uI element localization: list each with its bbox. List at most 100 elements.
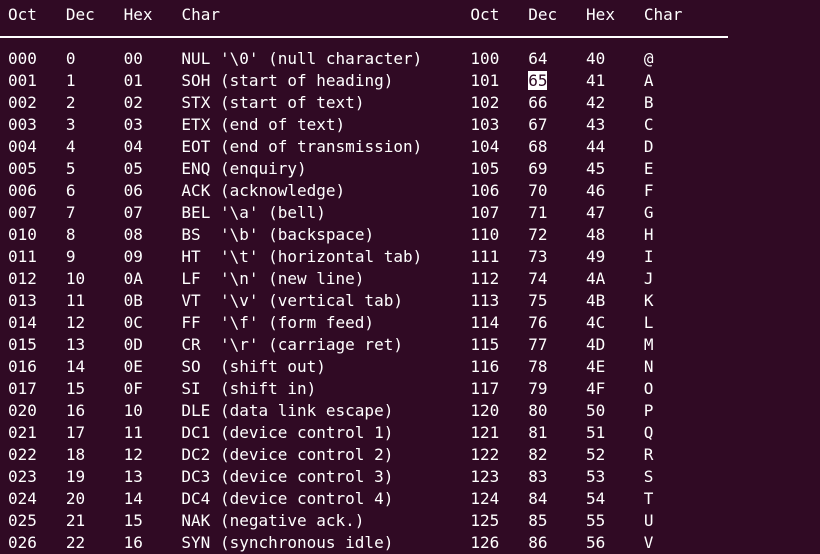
- table-cell: 4: [65, 137, 76, 156]
- table-cell: 44: [586, 137, 606, 156]
- table-cell: 73: [528, 247, 548, 266]
- table-cell: G: [643, 203, 654, 222]
- ascii-table-row: 016 14 0E SO (shift out) 116 78 4E N: [8, 356, 820, 378]
- table-cell: 45: [586, 159, 606, 178]
- table-cell: 77: [528, 335, 548, 354]
- table-cell: S: [643, 467, 654, 486]
- table-cell: 010: [8, 225, 37, 244]
- table-cell: 0D: [123, 335, 143, 354]
- table-cell: 81: [528, 423, 548, 442]
- table-cell: 78: [528, 357, 548, 376]
- table-cell: 01: [123, 71, 143, 90]
- table-cell: 9: [65, 247, 76, 266]
- table-cell: 14: [123, 489, 143, 508]
- table-cell: R: [643, 445, 654, 464]
- ascii-table-row: 017 15 0F SI (shift in) 117 79 4F O: [8, 378, 820, 400]
- table-cell: 40: [586, 49, 606, 68]
- ascii-table-row: 026 22 16 SYN (synchronous idle) 126 86 …: [8, 532, 820, 554]
- table-cell: 16: [65, 401, 86, 420]
- table-cell: 015: [8, 335, 37, 354]
- table-cell: 54: [586, 489, 606, 508]
- table-cell: 7: [65, 203, 76, 222]
- table-cell: 106: [470, 181, 500, 200]
- table-cell: FF '\f' (form feed): [181, 313, 375, 332]
- table-cell: 71: [528, 203, 548, 222]
- table-cell: E: [643, 159, 654, 178]
- table-cell: Oct: [470, 5, 500, 24]
- table-cell: 02: [123, 93, 143, 112]
- table-cell: 103: [470, 115, 500, 134]
- table-cell: 120: [470, 401, 500, 420]
- search-highlight: 65: [528, 71, 548, 90]
- ascii-table-row: 000 0 00 NUL '\0' (null character) 100 6…: [8, 48, 820, 70]
- table-cell: A: [643, 71, 654, 90]
- table-cell: 12: [123, 445, 143, 464]
- table-cell: I: [643, 247, 654, 266]
- ascii-table-row: 014 12 0C FF '\f' (form feed) 114 76 4C …: [8, 312, 820, 334]
- table-cell: 021: [8, 423, 37, 442]
- table-cell: J: [643, 269, 654, 288]
- ascii-table-row: 012 10 0A LF '\n' (new line) 112 74 4A J: [8, 268, 820, 290]
- table-cell: K: [643, 291, 654, 310]
- table-cell: ACK (acknowledge): [181, 181, 346, 200]
- table-cell: 4F: [586, 379, 606, 398]
- table-cell: 55: [586, 511, 606, 530]
- table-cell: 04: [123, 137, 143, 156]
- table-cell: 4A: [586, 269, 606, 288]
- table-cell: 53: [586, 467, 606, 486]
- table-cell: HT '\t' (horizontal tab): [181, 247, 423, 266]
- table-cell: 000: [8, 49, 37, 68]
- table-cell: D: [643, 137, 654, 156]
- table-cell: 13: [65, 335, 86, 354]
- table-cell: 22: [65, 533, 86, 552]
- table-cell: P: [643, 401, 654, 420]
- table-cell: 50: [586, 401, 606, 420]
- table-cell: 18: [65, 445, 86, 464]
- table-cell: 003: [8, 115, 37, 134]
- ascii-table-row: 003 3 03 ETX (end of text) 103 67 43 C: [8, 114, 820, 136]
- table-cell: 8: [65, 225, 76, 244]
- table-cell: 67: [528, 115, 548, 134]
- table-cell: 105: [470, 159, 500, 178]
- table-cell: 08: [123, 225, 143, 244]
- table-cell: 4C: [586, 313, 606, 332]
- table-cell: 101: [470, 71, 500, 90]
- table-cell: 004: [8, 137, 37, 156]
- table-cell: 123: [470, 467, 500, 486]
- table-cell: Dec: [65, 5, 95, 24]
- table-cell: 82: [528, 445, 548, 464]
- table-cell: 12: [65, 313, 86, 332]
- ascii-table-row: 007 7 07 BEL '\a' (bell) 107 71 47 G: [8, 202, 820, 224]
- table-cell: 100: [470, 49, 500, 68]
- table-cell: NUL '\0' (null character): [181, 49, 423, 68]
- table-cell: 114: [470, 313, 500, 332]
- table-cell: 5: [65, 159, 76, 178]
- ascii-table-row: 011 9 09 HT '\t' (horizontal tab) 111 73…: [8, 246, 820, 268]
- table-cell: 111: [470, 247, 500, 266]
- table-cell: 80: [528, 401, 548, 420]
- table-cell: ETX (end of text): [181, 115, 346, 134]
- table-cell: 0: [65, 49, 76, 68]
- table-cell: 20: [65, 489, 86, 508]
- table-cell: L: [643, 313, 654, 332]
- table-cell: 56: [586, 533, 606, 552]
- table-cell: 05: [123, 159, 143, 178]
- table-cell: CR '\r' (carriage ret): [181, 335, 403, 354]
- table-cell: 13: [123, 467, 143, 486]
- table-cell: 121: [470, 423, 500, 442]
- ascii-table-header: Oct Dec Hex Char Oct Dec Hex Char: [8, 4, 820, 26]
- table-cell: 51: [586, 423, 606, 442]
- table-cell: 10: [123, 401, 143, 420]
- table-cell: 0E: [123, 357, 143, 376]
- table-cell: SYN (synchronous idle): [181, 533, 394, 552]
- table-cell: 4B: [586, 291, 606, 310]
- ascii-table-row: 005 5 05 ENQ (enquiry) 105 69 45 E: [8, 158, 820, 180]
- table-cell: 06: [123, 181, 143, 200]
- table-cell: 113: [470, 291, 500, 310]
- table-cell: 126: [470, 533, 500, 552]
- ascii-table-row: 025 21 15 NAK (negative ack.) 125 85 55 …: [8, 510, 820, 532]
- table-cell: DC3 (device control 3): [181, 467, 394, 486]
- table-cell: NAK (negative ack.): [181, 511, 365, 530]
- table-cell: ENQ (enquiry): [181, 159, 307, 178]
